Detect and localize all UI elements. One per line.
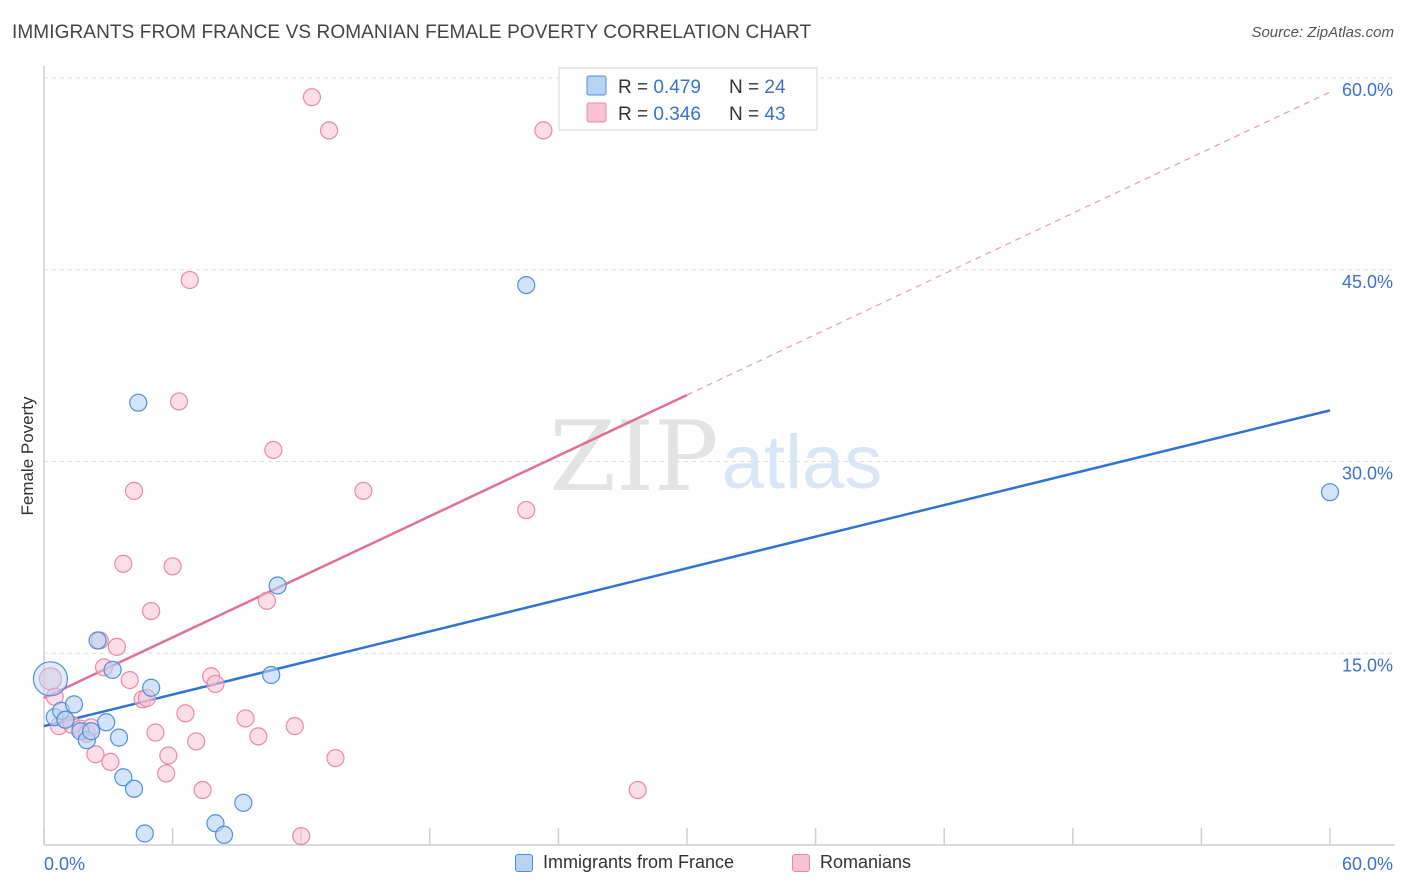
point-romanians — [180, 270, 199, 290]
point-romanians — [249, 727, 268, 746]
stats-n-value-romanians: 43 — [764, 104, 785, 125]
point-france — [124, 779, 144, 798]
trend-line-france — [43, 409, 1331, 728]
point-france — [109, 728, 129, 747]
stats-legend: R = 0.479 N = 24 R = 0.346 N = 43 — [558, 67, 818, 131]
legend-swatch-romanians — [792, 853, 810, 872]
watermark-atlas: atlas — [722, 420, 883, 505]
point-romanians — [354, 481, 373, 501]
point-france — [1320, 483, 1340, 502]
point-france — [135, 824, 154, 843]
legend-label-romanians: Romanians — [820, 852, 912, 872]
legend-item-france[interactable]: Immigrants from France — [515, 852, 734, 873]
point-france — [142, 678, 161, 697]
point-romanians — [193, 780, 212, 800]
y-tick-label: 30.0% — [1342, 464, 1393, 484]
stats-swatch-france — [586, 75, 607, 96]
stats-r-value-romanians: 0.346 — [653, 104, 701, 125]
point-france — [234, 793, 253, 812]
svg-text:R = 0.346: R = 0.346 — [618, 104, 701, 125]
point-france — [517, 275, 536, 295]
point-romanians — [517, 500, 536, 520]
point-romanians — [101, 752, 120, 772]
point-romanians — [107, 637, 126, 656]
y-tick-label: 60.0% — [1342, 80, 1393, 100]
svg-text:N = 24: N = 24 — [729, 77, 786, 98]
point-romanians — [114, 554, 133, 573]
data-points — [32, 88, 1340, 846]
point-romanians — [120, 670, 139, 690]
point-france — [64, 695, 84, 714]
point-france — [268, 576, 287, 595]
stats-r-label-france: R = — [618, 77, 653, 98]
point-romanians — [292, 826, 311, 846]
point-romanians — [628, 780, 647, 800]
point-france — [97, 713, 116, 732]
y-tick-label: 15.0% — [1342, 655, 1393, 675]
point-france — [129, 393, 148, 412]
point-romanians — [187, 732, 206, 751]
legend-item-romanians[interactable]: Romanians — [792, 852, 911, 873]
watermark: ZIP atlas — [549, 401, 882, 513]
chart-title: IMMIGRANTS FROM FRANCE VS ROMANIAN FEMAL… — [12, 22, 812, 43]
point-romanians — [176, 704, 195, 723]
stats-r-label-romanians: R = — [618, 104, 653, 125]
legend-label-france: Immigrants from France — [543, 852, 735, 872]
point-romanians — [157, 764, 176, 783]
point-romanians — [236, 709, 255, 728]
point-france — [114, 768, 133, 787]
x-tick-label-min: 0.0% — [44, 854, 85, 874]
stats-n-value-france: 24 — [764, 77, 786, 98]
point-romanians — [86, 745, 105, 764]
tick-labels: 15.0% 30.0% 45.0% 60.0% 0.0% 60.0% — [44, 80, 1393, 874]
axes — [43, 66, 1395, 846]
point-romanians — [169, 392, 189, 411]
point-france — [262, 665, 281, 685]
svg-text:N = 43: N = 43 — [729, 104, 786, 125]
point-romanians — [326, 748, 345, 768]
svg-text:R = 0.479: R = 0.479 — [618, 77, 701, 98]
point-romanians — [534, 121, 553, 140]
point-romanians — [124, 481, 144, 501]
legend-swatch-france — [515, 853, 533, 872]
point-romanians — [142, 601, 161, 621]
point-romanians — [257, 591, 277, 610]
point-france — [214, 825, 234, 844]
stats-swatch-romanians — [586, 102, 607, 123]
x-tick-label-max: 60.0% — [1342, 854, 1393, 874]
series-legend: Immigrants from France Romanians — [0, 852, 1406, 876]
trend-line-romanians — [43, 393, 688, 700]
grid-lines — [44, 77, 1395, 654]
stats-r-value-france: 0.479 — [653, 77, 701, 98]
source-label: Source: ZipAtlas.com — [1251, 24, 1394, 41]
point-romanians — [163, 557, 182, 576]
point-romanians — [302, 88, 322, 107]
point-romanians — [206, 674, 225, 694]
stats-n-label-france: N = — [729, 77, 764, 98]
y-tick-label: 45.0% — [1342, 272, 1393, 292]
point-romanians — [264, 440, 283, 460]
point-france — [103, 660, 122, 679]
point-france — [32, 661, 69, 697]
watermark-zip: ZIP — [549, 401, 718, 513]
trend-lines — [43, 91, 1331, 728]
point-romanians — [159, 746, 178, 765]
point-france — [82, 722, 101, 741]
point-france — [56, 710, 75, 729]
point-romanians — [285, 717, 304, 736]
point-france — [88, 631, 107, 650]
point-romanians — [319, 121, 339, 140]
trend-line-romanians-extension — [686, 91, 1331, 396]
stats-n-label-romanians: N = — [729, 104, 764, 125]
point-romanians — [146, 723, 165, 742]
